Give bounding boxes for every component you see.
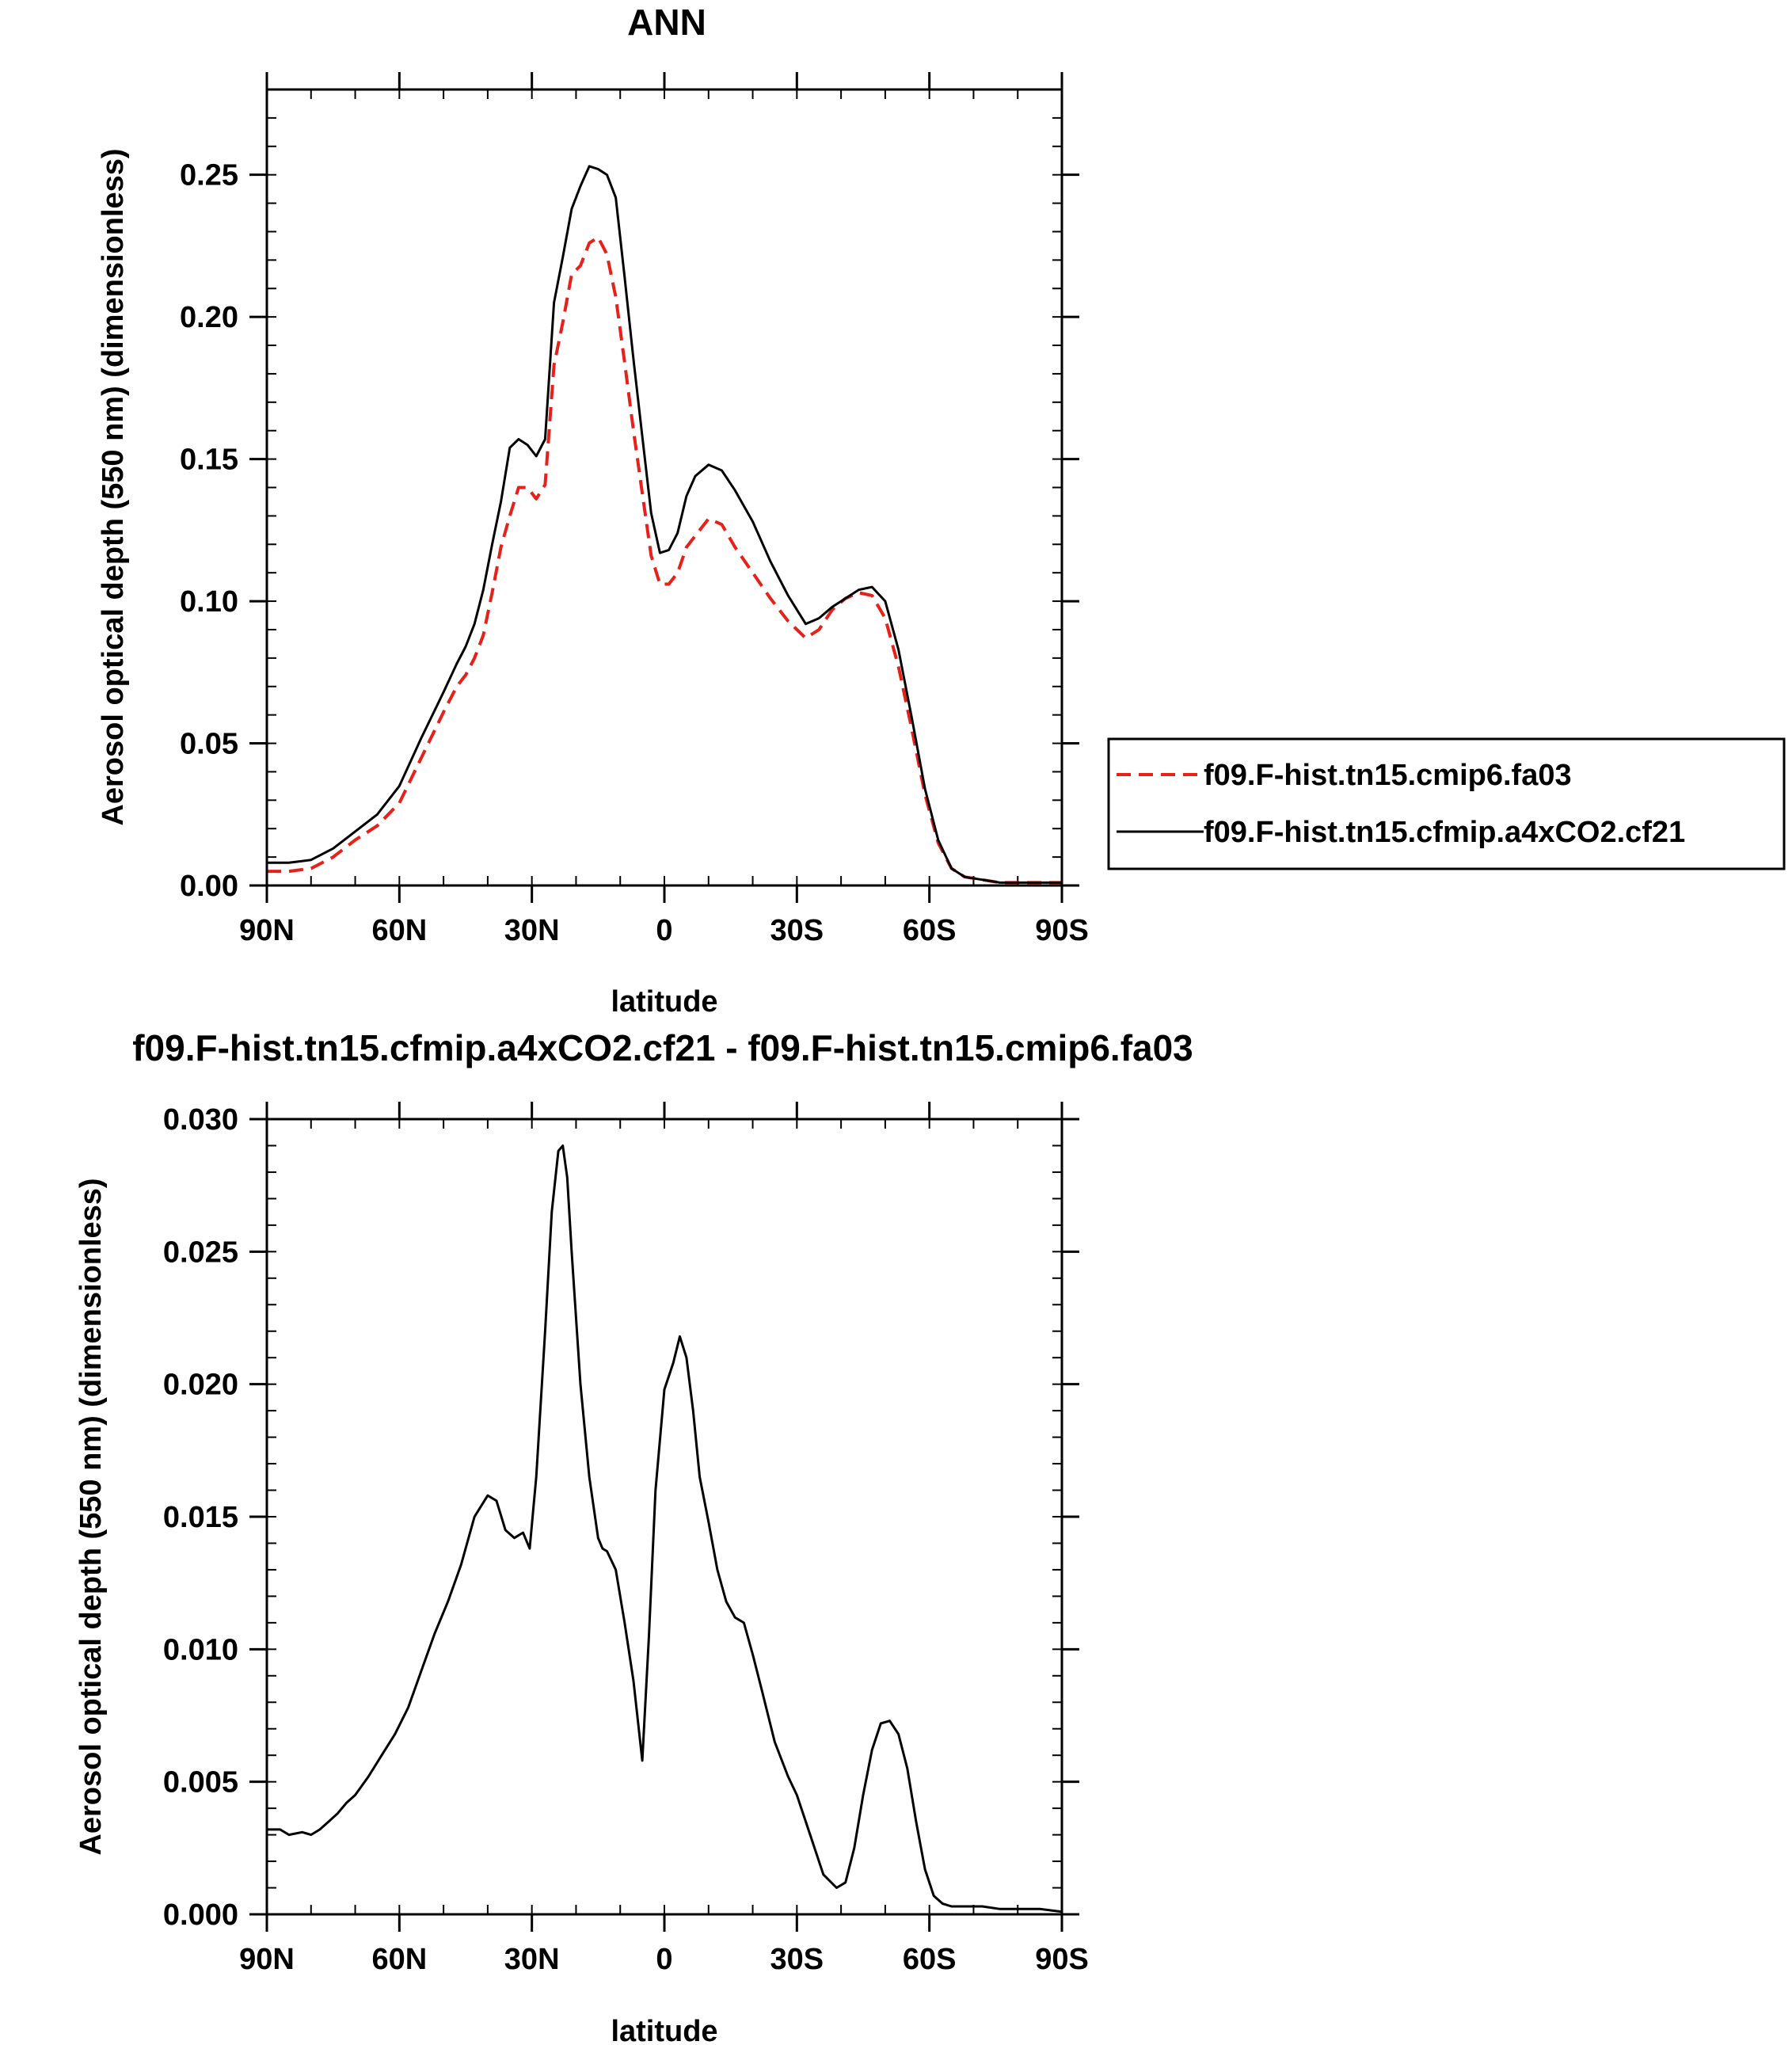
top-series-line-1: [267, 165, 1062, 884]
top-y-tick-label: 0.10: [180, 585, 238, 619]
bottom-y-tick-label: 0.000: [163, 1898, 238, 1932]
bottom-x-tick-label: 60N: [371, 1943, 427, 1976]
top-x-axis-label: latitude: [611, 985, 717, 1019]
bottom-y-tick-label: 0.030: [163, 1103, 238, 1137]
bottom-x-tick-label: 30S: [770, 1943, 824, 1976]
top-chart-title: ANN: [627, 2, 706, 43]
top-x-tick-label: 30N: [504, 914, 560, 947]
top-y-axis-label: Aerosol optical depth (550 nm) (dimensio…: [97, 148, 130, 825]
top-y-tick-label: 0.25: [180, 159, 238, 192]
legend-label-cmip6: f09.F-hist.tn15.cmip6.fa03: [1204, 759, 1572, 792]
bottom-y-axis-label: Aerosol optical depth (550 nm) (dimensio…: [74, 1178, 108, 1855]
bottom-x-axis-label: latitude: [611, 2015, 717, 2045]
top-panel: ANN 0.00 0.05 0.10 0.15 0.20 0.25 90N 60N 30N 0 30…: [97, 2, 1786, 1019]
bottom-panel: f09.F-hist.tn15.cfmip.a4xCO2.cf21 - f09.…: [74, 1027, 1193, 2045]
bottom-x-tick-label: 90N: [239, 1943, 295, 1976]
top-y-tick-label: 0.15: [180, 444, 238, 477]
top-x-tick-label: 90N: [239, 914, 295, 947]
bottom-series-line-0: [267, 1144, 1063, 1914]
legend-box: [1107, 737, 1786, 870]
top-plot-frame: [265, 88, 1063, 887]
bottom-y-tick-label: 0.020: [163, 1369, 238, 1402]
top-y-tick-label: 0.20: [180, 301, 238, 334]
bottom-chart-title: f09.F-hist.tn15.cfmip.a4xCO2.cf21 - f09.…: [132, 1027, 1193, 1068]
bottom-y-tick-label: 0.005: [163, 1766, 238, 1799]
top-y-tick-label: 0.00: [180, 870, 238, 903]
top-x-tick-label: 60S: [903, 914, 957, 947]
bottom-y-tick-label: 0.010: [163, 1633, 238, 1666]
top-x-tick-label: 0: [656, 914, 672, 947]
top-y-tick-label: 0.05: [180, 728, 238, 761]
bottom-x-tick-label: 60S: [903, 1943, 957, 1976]
top-x-tick-label: 90S: [1035, 914, 1089, 947]
top-series-line-0: [267, 235, 1062, 885]
legend-label-a4xco2: f09.F-hist.tn15.cfmip.a4xCO2.cf21: [1204, 816, 1685, 849]
bottom-plot-frame: [265, 1118, 1063, 1916]
top-x-tick-label: 60N: [371, 914, 427, 947]
top-x-tick-label: 30S: [770, 914, 824, 947]
bottom-x-tick-label: 90S: [1035, 1943, 1089, 1976]
bottom-x-tick-label: 30N: [504, 1943, 560, 1976]
legend: f09.F-hist.tn15.cmip6.fa03 f09.F-hist.tn…: [1107, 737, 1786, 870]
bottom-y-tick-label: 0.015: [163, 1501, 238, 1534]
bottom-x-tick-label: 0: [656, 1943, 672, 1976]
bottom-y-tick-label: 0.025: [163, 1236, 238, 1269]
